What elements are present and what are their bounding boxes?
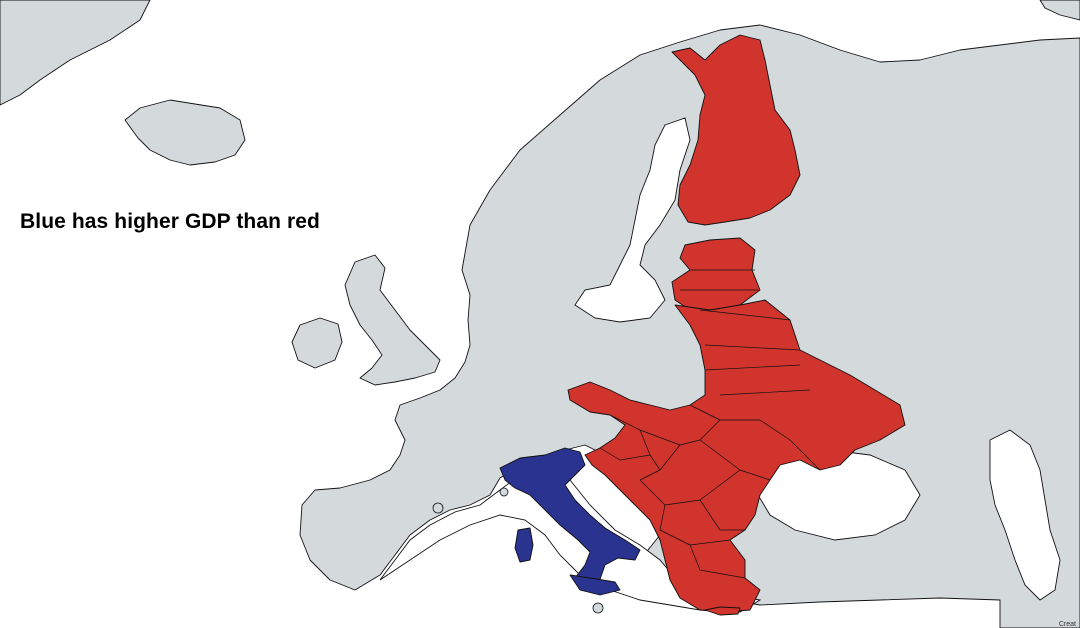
finland <box>671 34 801 226</box>
landmass-great-britain <box>344 254 441 386</box>
sicily <box>569 574 621 596</box>
eastern-europe <box>567 299 906 613</box>
crete <box>704 606 741 616</box>
island-corsica <box>499 487 509 497</box>
landmass-svalbard <box>1039 0 1080 21</box>
attribution: Creat <box>1058 621 1076 628</box>
sardinia <box>514 527 534 563</box>
island-malta <box>592 602 604 614</box>
landmass-iceland <box>124 99 246 166</box>
landmass-greenland <box>0 0 151 106</box>
red-internal-borders <box>599 269 821 579</box>
caspian-sea <box>989 429 1061 601</box>
baltic-sea <box>574 117 691 323</box>
island-balearic <box>432 502 444 514</box>
landmass-ireland <box>291 317 343 369</box>
italy <box>499 447 641 591</box>
baltic-states <box>671 237 761 311</box>
map-caption: Blue has higher GDP than red <box>20 210 320 233</box>
